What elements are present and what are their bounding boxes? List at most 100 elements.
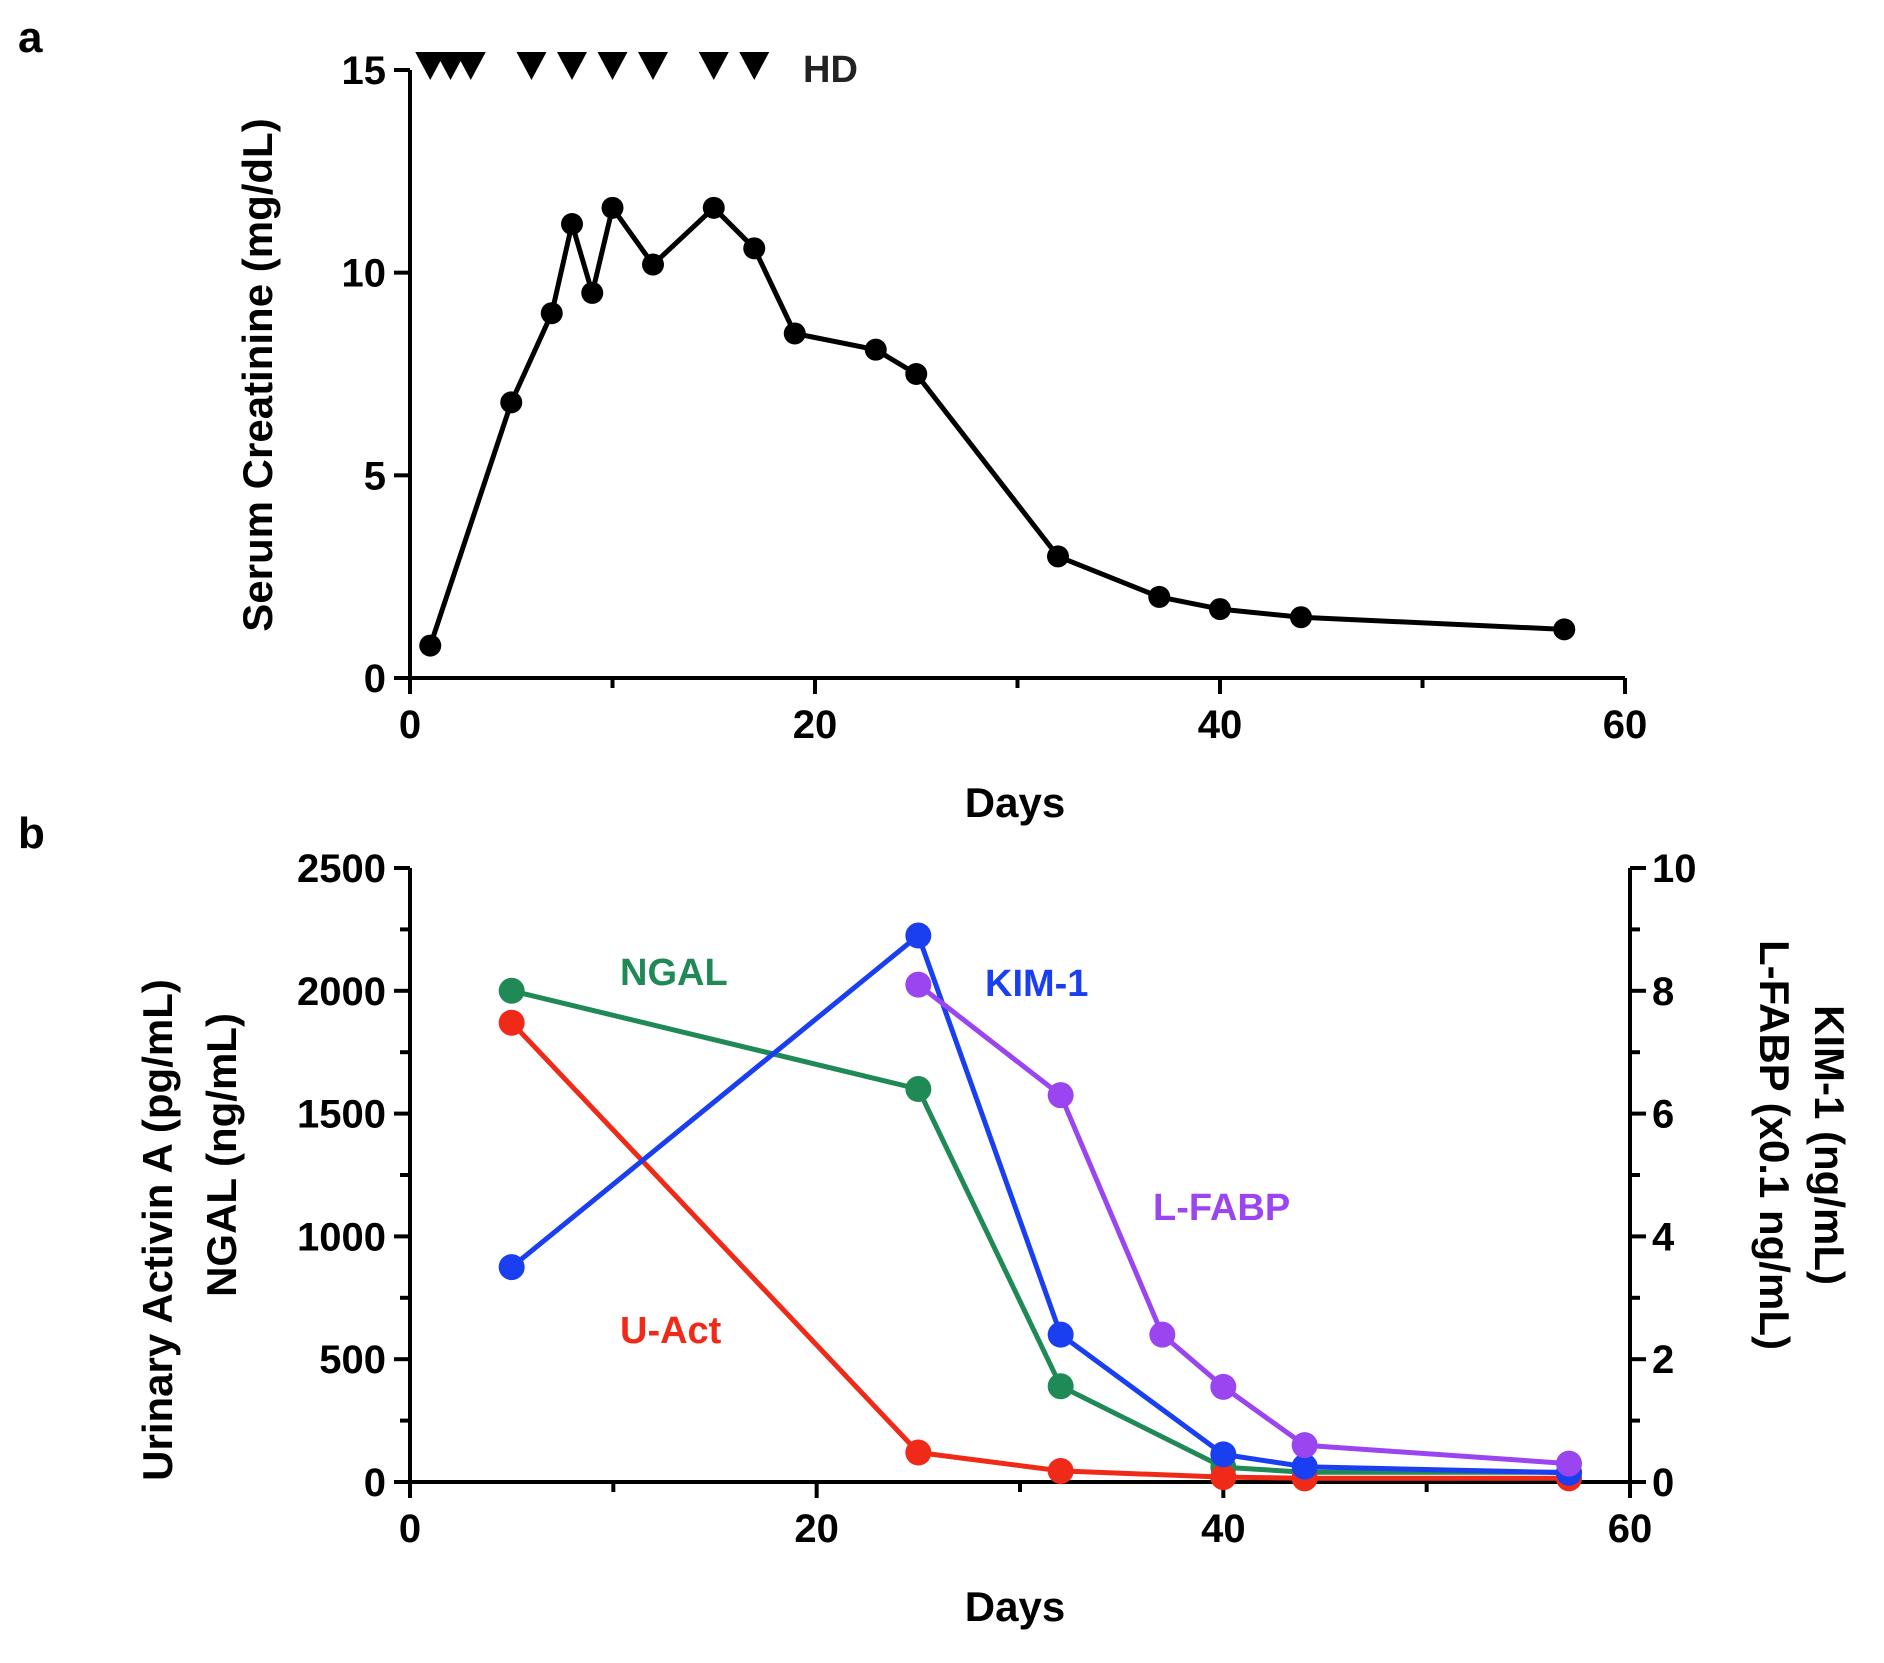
panel-b-series [498,922,1582,1492]
creatinine-line [427,205,1565,647]
creatinine-point [864,338,887,361]
kim-1-point [1210,1441,1237,1468]
panel-b-left-y-tick-label: 0 [364,1461,386,1505]
creatinine-point [1209,598,1231,621]
panel-b-right-axis-title-line2: L-FABP (x0.1 ng/mL) [1751,940,1798,1350]
hd-triangle-marker [698,52,729,80]
panel-a-x-axis-title: Days [965,779,1065,826]
panel-a-x-tick-label: 60 [1603,703,1648,747]
creatinine-series [419,196,1576,657]
panel-a-letter: a [18,13,43,62]
panel-a-hd-markers [415,52,770,80]
panel-b-right-y-tick-label: 4 [1652,1215,1675,1259]
l-fabp-point [1291,1432,1318,1459]
panel-b-x-tick-label: 40 [1201,1507,1246,1551]
hd-triangle-marker [435,52,466,80]
u-act-point [1047,1457,1074,1484]
creatinine-point [419,634,442,657]
ngal-line [511,988,1569,1475]
l-fabp-point [1149,1321,1176,1348]
panel-a-x-tick-label: 20 [793,703,838,747]
panel-a-x-tick-label: 40 [1198,703,1243,747]
l-fabp-point [1047,1082,1074,1109]
l-fabp-point [905,971,932,998]
panel-a-y-tick-label: 15 [342,49,387,93]
creatinine-point [601,196,624,219]
ngal-point [905,1076,932,1103]
creatinine-point [702,196,725,219]
panel-a-x-tick-label: 0 [399,703,421,747]
hd-triangle-marker [638,52,668,80]
panel-b-ticks: 0 500 1000 1500 2000 2500 0 2 4 6 8 10 0 20 40 60 [297,847,1696,1551]
panel-b-right-axis-title-line1: KIM-1 (ng/mL) [1806,1005,1853,1285]
u-act-point [905,1439,932,1466]
creatinine-point [561,213,583,236]
creatinine-point [1047,545,1069,568]
panel-b-left-y-tick-label: 2000 [297,970,386,1014]
hd-triangle-marker [557,52,587,80]
u-act-point [498,1009,525,1036]
ngal-point [1047,1373,1074,1400]
creatinine-point [540,302,563,325]
panel-b-x-axis-title: Days [965,1583,1065,1630]
creatinine-point [642,253,664,276]
panel-a-axes [408,70,1625,680]
panel-b-axes [408,868,1632,1484]
u-act-point [1210,1464,1237,1491]
panel-b-right-y-tick-label: 6 [1652,1093,1674,1137]
hd-triangle-marker [455,52,486,80]
series-label-l-fabp: L-FABP [1153,1187,1290,1229]
panel-a-y-tick-label: 0 [364,657,386,701]
panel-b-left-axis-title-line2: NGAL (ng/mL) [198,1013,245,1297]
creatinine-point [500,391,523,414]
panel-b-right-y-tick-label: 8 [1652,970,1674,1014]
series-label-u-act: U-Act [620,1310,722,1352]
series-label-kim-1: KIM-1 [985,963,1088,1005]
panel-b-left-y-tick-label: 500 [319,1338,386,1382]
creatinine-point [1553,618,1576,641]
panel-b-left-axis-title-line1: Urinary Activin A (pg/mL) [134,979,181,1481]
creatinine-point [743,237,766,260]
panel-b-right-y-tick-label: 0 [1652,1461,1674,1505]
l-fabp-series [905,971,1582,1477]
l-fabp-line [916,982,1570,1467]
creatinine-point [905,363,928,385]
panel-b-x-tick-label: 20 [794,1507,839,1551]
u-act-line [509,1020,1569,1481]
kim-1-line [510,933,1570,1476]
panel-b-left-y-tick-label: 2500 [297,847,386,891]
kim-1-point [498,1254,525,1281]
creatinine-point [1290,606,1312,629]
panel-b-x-tick-label: 60 [1608,1507,1653,1551]
panel-b-left-y-tick-label: 1500 [297,1093,386,1137]
hd-triangle-marker [739,52,770,80]
creatinine-point [1148,585,1171,608]
kim-1-point [1047,1321,1074,1348]
panel-a: a 0 5 10 15 0 20 40 60 HD Days Serum Creatinine… [18,13,1647,826]
series-label-ngal: NGAL [620,952,728,994]
panel-a-y-tick-label: 5 [364,454,386,498]
panel-a-ticks: 0 5 10 15 0 20 40 60 [342,49,1648,747]
l-fabp-point [1210,1373,1237,1400]
panel-a-y-axis-title: Serum Creatinine (mg/dL) [234,118,281,631]
panel-b-letter: b [18,809,45,858]
panel-b-left-y-tick-label: 1000 [297,1215,386,1259]
kim-1-point [905,922,932,949]
panel-b-right-y-tick-label: 2 [1652,1338,1674,1382]
panel-b-x-tick-label: 0 [399,1507,421,1551]
kim-1-point [1291,1453,1318,1480]
l-fabp-point [1556,1450,1582,1477]
hd-triangle-marker [415,52,446,80]
panel-b-right-y-tick-label: 10 [1652,847,1697,891]
ngal-series [498,977,1582,1486]
creatinine-point [783,322,806,345]
hd-triangle-marker [516,52,547,80]
panel-a-y-tick-label: 10 [342,252,387,296]
hd-triangle-marker [597,52,628,80]
kim-1-series [498,922,1582,1486]
panel-b: b 0 500 1000 1500 2000 2500 0 2 4 6 8 10 0 20 40 60 NGA… [18,809,1853,1630]
ngal-point [498,977,525,1004]
hd-label: HD [803,49,858,91]
creatinine-point [581,281,604,304]
